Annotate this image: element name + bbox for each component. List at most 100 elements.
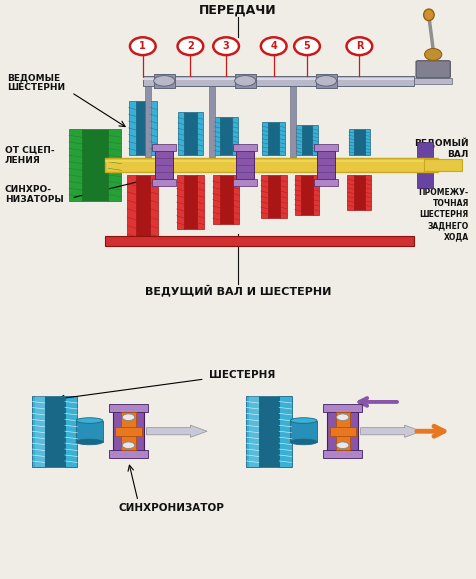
Circle shape <box>337 442 349 449</box>
Bar <box>324 450 362 459</box>
Bar <box>295 175 301 215</box>
Bar <box>76 420 103 442</box>
Text: 2: 2 <box>187 41 194 51</box>
Bar <box>296 126 302 155</box>
Ellipse shape <box>76 417 103 423</box>
Bar <box>365 129 370 155</box>
Bar <box>314 144 338 151</box>
Bar <box>313 175 319 215</box>
Bar <box>152 179 176 186</box>
Bar <box>317 147 335 183</box>
Bar <box>69 129 82 201</box>
Bar <box>197 112 203 155</box>
Bar <box>365 175 371 210</box>
Bar <box>129 101 136 155</box>
Bar <box>213 175 220 225</box>
Bar <box>268 175 280 218</box>
Bar <box>349 129 354 155</box>
Bar <box>280 175 287 218</box>
Bar <box>109 404 148 412</box>
Bar <box>347 175 354 210</box>
Circle shape <box>294 37 320 55</box>
Bar <box>82 129 109 201</box>
Text: ШЕСТЕРНЯ: ШЕСТЕРНЯ <box>209 370 276 380</box>
Ellipse shape <box>154 76 175 86</box>
Text: 1: 1 <box>139 41 146 51</box>
Circle shape <box>347 37 372 55</box>
Bar <box>301 175 313 215</box>
Text: ВЕДОМЫЙ
ВАЛ: ВЕДОМЫЙ ВАЛ <box>414 138 469 159</box>
Bar <box>314 179 338 186</box>
Ellipse shape <box>316 76 337 86</box>
Circle shape <box>178 37 203 55</box>
Bar <box>105 157 438 173</box>
Bar <box>290 420 317 442</box>
Bar <box>65 395 77 467</box>
Bar <box>313 126 318 155</box>
Bar <box>145 86 151 157</box>
Bar <box>109 450 148 459</box>
Bar <box>121 412 136 450</box>
Bar <box>327 406 358 457</box>
Bar <box>108 129 121 201</box>
Bar <box>329 427 356 436</box>
Bar <box>233 144 257 151</box>
Bar <box>214 117 220 155</box>
Text: СИНХРОНИЗАТОР: СИНХРОНИЗАТОР <box>119 503 224 512</box>
Bar <box>414 78 452 84</box>
Bar <box>105 160 438 162</box>
Bar <box>32 395 45 467</box>
Bar <box>324 404 362 412</box>
Bar <box>35 395 45 467</box>
Bar <box>155 147 173 183</box>
Circle shape <box>122 442 135 449</box>
Ellipse shape <box>76 439 103 445</box>
Text: 4: 4 <box>270 41 277 51</box>
Bar <box>220 117 232 155</box>
Ellipse shape <box>424 9 434 21</box>
Bar <box>115 427 141 436</box>
Bar <box>150 175 158 243</box>
Text: R: R <box>356 41 363 51</box>
Bar <box>316 74 337 88</box>
Bar <box>143 76 414 86</box>
Bar <box>105 236 414 246</box>
Bar <box>236 147 254 183</box>
Text: ВЕДОМЫЕ
ШЕСТЕРНИ: ВЕДОМЫЕ ШЕСТЕРНИ <box>7 73 65 92</box>
Bar <box>424 159 462 171</box>
Bar <box>354 129 365 155</box>
Bar <box>249 395 259 467</box>
Bar <box>416 142 433 188</box>
Bar <box>279 122 285 155</box>
FancyBboxPatch shape <box>416 61 450 78</box>
Bar <box>279 395 291 467</box>
Bar <box>136 101 150 155</box>
Bar <box>268 122 279 155</box>
Bar <box>232 175 239 225</box>
Text: ОТ СЦЕП-
ЛЕНИЯ: ОТ СЦЕП- ЛЕНИЯ <box>5 145 54 165</box>
Circle shape <box>122 414 135 420</box>
Bar <box>290 86 296 157</box>
Bar <box>232 117 238 155</box>
Bar <box>235 74 256 88</box>
FancyArrow shape <box>361 425 421 437</box>
Bar <box>184 175 197 229</box>
Bar <box>136 175 150 243</box>
Bar <box>259 395 279 467</box>
Circle shape <box>337 414 349 420</box>
Bar <box>177 175 184 229</box>
Bar <box>302 126 313 155</box>
Bar <box>336 412 350 450</box>
Bar <box>178 112 184 155</box>
Bar <box>45 395 65 467</box>
Ellipse shape <box>290 417 317 423</box>
Bar <box>247 395 259 467</box>
Text: ВЕДУЩИЙ ВАЛ И ШЕСТЕРНИ: ВЕДУЩИЙ ВАЛ И ШЕСТЕРНИ <box>145 284 331 296</box>
Bar <box>233 179 257 186</box>
Circle shape <box>425 49 442 60</box>
Text: ПРОМЕЖУ-
ТОЧНАЯ
ШЕСТЕРНЯ
ЗАДНЕГО
ХОДА: ПРОМЕЖУ- ТОЧНАЯ ШЕСТЕРНЯ ЗАДНЕГО ХОДА <box>419 188 469 241</box>
Bar <box>354 175 365 210</box>
Bar <box>113 406 144 457</box>
Bar <box>127 175 136 243</box>
Text: СИНХРО-
НИЗАТОРЫ: СИНХРО- НИЗАТОРЫ <box>5 185 63 204</box>
